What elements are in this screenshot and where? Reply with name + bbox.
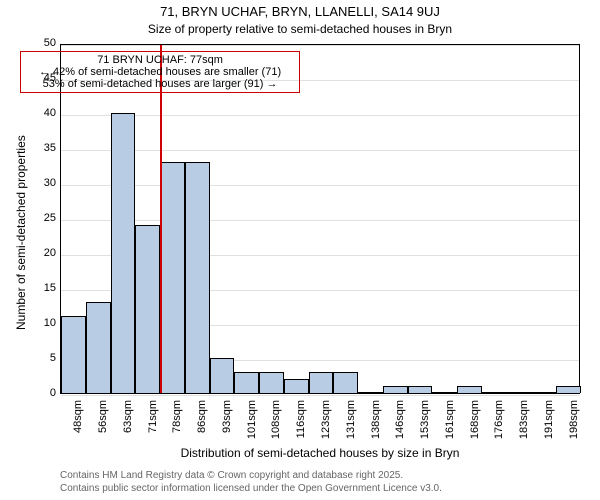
x-tick-label: 123sqm (320, 400, 332, 450)
x-tick-label: 56sqm (97, 400, 109, 450)
y-tick-label: 45 (32, 72, 56, 84)
x-tick-label: 86sqm (196, 400, 208, 450)
y-tick-label: 40 (32, 107, 56, 119)
attribution-line-2: Contains public sector information licen… (60, 483, 442, 494)
y-tick-label: 20 (32, 247, 56, 259)
histogram-bar (61, 316, 86, 393)
y-tick-label: 10 (32, 317, 56, 329)
plot-area: 71 BRYN UCHAF: 77sqm← 42% of semi-detach… (60, 44, 580, 394)
x-tick-label: 71sqm (147, 400, 159, 450)
x-tick-label: 101sqm (246, 400, 258, 450)
y-tick-label: 50 (32, 37, 56, 49)
gridline (61, 115, 579, 116)
histogram-bar (358, 392, 383, 393)
histogram-bar (234, 372, 259, 393)
x-tick-label: 93sqm (221, 400, 233, 450)
chart-container: { "chart": { "type": "histogram", "title… (0, 0, 600, 500)
y-tick-label: 0 (32, 387, 56, 399)
histogram-bar (432, 392, 457, 393)
x-tick-label: 48sqm (72, 400, 84, 450)
histogram-bar (507, 392, 532, 393)
x-tick-label: 138sqm (370, 400, 382, 450)
x-tick-label: 176sqm (493, 400, 505, 450)
x-tick-label: 161sqm (444, 400, 456, 450)
annotation-line: 71 BRYN UCHAF: 77sqm (25, 54, 295, 66)
gridline (61, 45, 579, 46)
x-tick-label: 153sqm (419, 400, 431, 450)
histogram-bar (86, 302, 111, 393)
histogram-bar (408, 386, 433, 393)
gridline (61, 150, 579, 151)
gridline (61, 395, 579, 396)
histogram-bar (135, 225, 160, 393)
histogram-bar (309, 372, 334, 393)
histogram-bar (284, 379, 309, 393)
y-tick-label: 15 (32, 282, 56, 294)
histogram-bar (556, 386, 581, 393)
histogram-bar (531, 392, 556, 393)
gridline (61, 185, 579, 186)
x-tick-label: 168sqm (469, 400, 481, 450)
x-tick-label: 78sqm (171, 400, 183, 450)
histogram-bar (482, 392, 507, 393)
x-tick-label: 131sqm (345, 400, 357, 450)
y-tick-label: 35 (32, 142, 56, 154)
y-axis-label: Number of semi-detached properties (14, 135, 28, 330)
histogram-bar (111, 113, 136, 393)
y-tick-label: 30 (32, 177, 56, 189)
x-tick-label: 63sqm (122, 400, 134, 450)
histogram-bar (160, 162, 185, 393)
x-tick-label: 191sqm (543, 400, 555, 450)
y-tick-label: 5 (32, 352, 56, 364)
x-tick-label: 108sqm (270, 400, 282, 450)
x-tick-label: 183sqm (518, 400, 530, 450)
annotation-line: ← 42% of semi-detached houses are smalle… (25, 66, 295, 78)
x-tick-label: 146sqm (394, 400, 406, 450)
annotation-line: 53% of semi-detached houses are larger (… (25, 78, 295, 90)
annotation-box: 71 BRYN UCHAF: 77sqm← 42% of semi-detach… (20, 51, 300, 93)
histogram-bar (259, 372, 284, 393)
attribution-line-1: Contains HM Land Registry data © Crown c… (60, 470, 403, 481)
gridline (61, 220, 579, 221)
reference-line (160, 45, 162, 393)
histogram-bar (210, 358, 235, 393)
x-tick-label: 198sqm (568, 400, 580, 450)
histogram-bar (457, 386, 482, 393)
histogram-bar (383, 386, 408, 393)
x-tick-label: 116sqm (295, 400, 307, 450)
y-tick-label: 25 (32, 212, 56, 224)
histogram-bar (185, 162, 210, 393)
histogram-bar (333, 372, 358, 393)
chart-subtitle: Size of property relative to semi-detach… (0, 22, 600, 36)
chart-title: 71, BRYN UCHAF, BRYN, LLANELLI, SA14 9UJ (0, 4, 600, 19)
